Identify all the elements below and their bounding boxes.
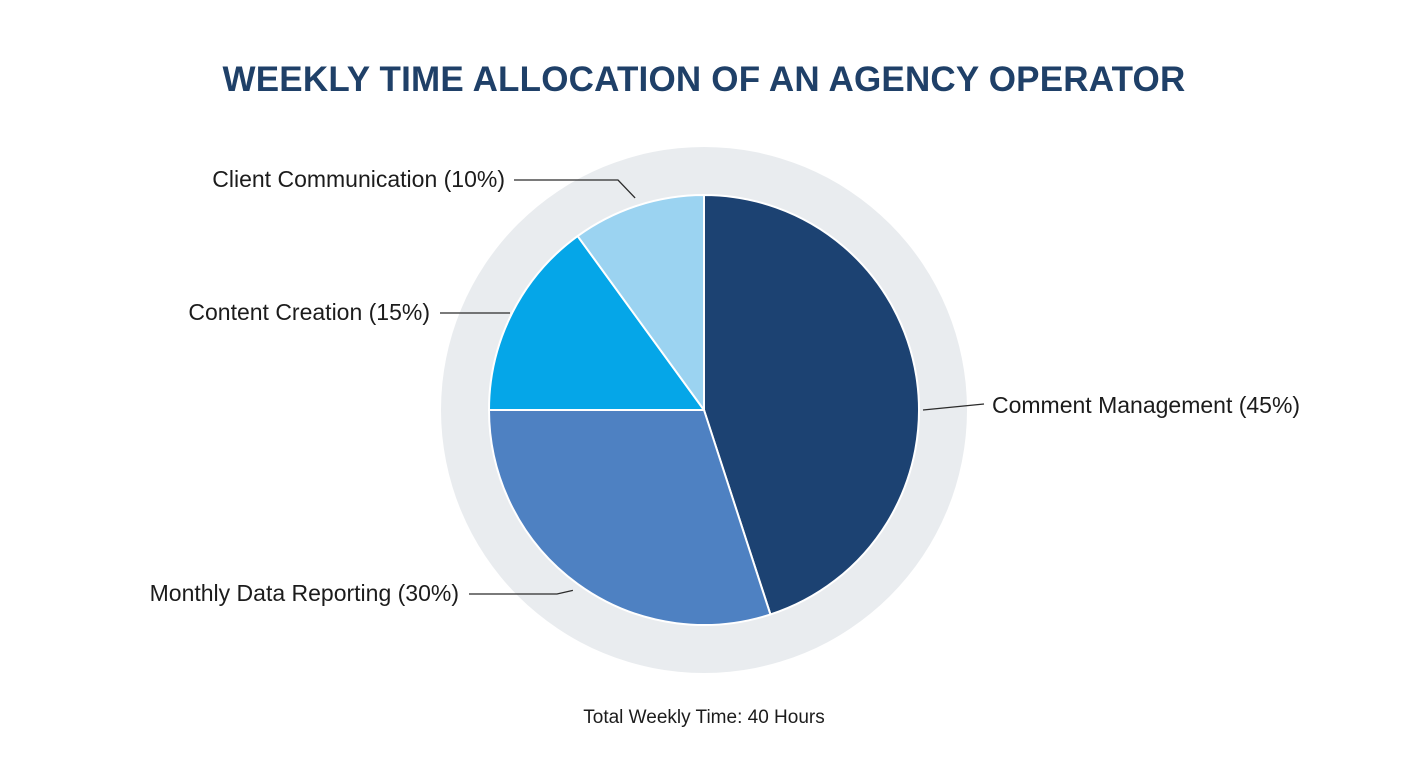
chart-title: WEEKLY TIME ALLOCATION OF AN AGENCY OPER…: [222, 60, 1186, 99]
slice-label-content-creation: Content Creation (15%): [188, 299, 430, 325]
slice-label-client-communication: Client Communication (10%): [212, 166, 505, 192]
chart-footnote: Total Weekly Time: 40 Hours: [583, 707, 825, 728]
label-leader-lines: [440, 179, 985, 595]
slice-label-monthly-data-reporting: Monthly Data Reporting (30%): [150, 580, 459, 606]
leader-line-comment-management: [922, 403, 985, 411]
leader-line-monthly-data-reporting: [469, 589, 574, 595]
pie-slice-comment-management: [703, 194, 920, 616]
pie-slice-monthly-data-reporting: [488, 409, 772, 626]
pie-slice-client-communication: [576, 194, 705, 411]
leader-line-client-communication: [514, 179, 636, 199]
pie-slices: [488, 194, 920, 626]
pie-slice-content-creation: [488, 235, 705, 411]
slice-label-comment-management: Comment Management (45%): [992, 392, 1300, 418]
